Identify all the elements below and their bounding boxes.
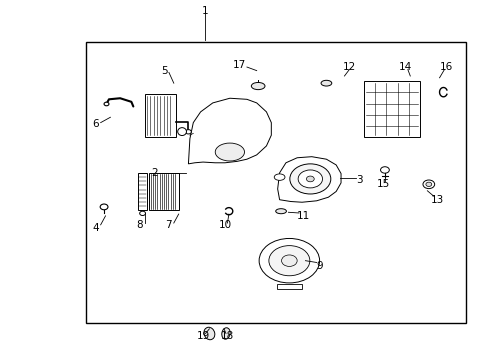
Text: 7: 7 [165, 220, 172, 230]
Circle shape [259, 238, 319, 283]
Polygon shape [188, 98, 271, 164]
Ellipse shape [215, 143, 244, 161]
Bar [277, 284, 301, 289]
Circle shape [425, 182, 431, 186]
Text: 10: 10 [218, 220, 231, 230]
Text: 14: 14 [398, 62, 411, 72]
Circle shape [185, 130, 191, 134]
Text: 8: 8 [136, 220, 142, 230]
Circle shape [140, 211, 145, 216]
Circle shape [380, 167, 388, 173]
Ellipse shape [275, 209, 286, 214]
Text: 17: 17 [232, 60, 246, 70]
Circle shape [281, 255, 297, 266]
Ellipse shape [321, 80, 331, 86]
Circle shape [422, 180, 434, 189]
Text: 4: 4 [92, 224, 99, 233]
Polygon shape [277, 157, 340, 202]
Circle shape [306, 176, 314, 182]
Ellipse shape [251, 82, 264, 90]
Text: 16: 16 [439, 62, 452, 72]
Bar [86, 42, 466, 323]
Circle shape [289, 164, 330, 194]
Circle shape [100, 204, 108, 210]
Text: 6: 6 [92, 120, 99, 129]
Text: 18: 18 [221, 331, 234, 341]
Ellipse shape [203, 327, 214, 340]
Ellipse shape [274, 174, 285, 180]
Text: 2: 2 [151, 168, 157, 178]
Text: 1: 1 [202, 6, 208, 17]
Bar [149, 173, 178, 211]
Text: 19: 19 [196, 331, 209, 341]
Text: 9: 9 [316, 261, 323, 271]
Ellipse shape [177, 128, 186, 135]
Circle shape [298, 170, 322, 188]
Circle shape [104, 102, 109, 106]
Text: 15: 15 [376, 179, 389, 189]
Text: 11: 11 [296, 211, 309, 221]
Circle shape [268, 246, 309, 276]
Bar [363, 81, 419, 137]
Ellipse shape [222, 328, 230, 339]
Bar [144, 94, 176, 137]
Bar [138, 173, 147, 211]
Text: 13: 13 [429, 195, 443, 205]
Text: 12: 12 [342, 62, 355, 72]
Text: 3: 3 [355, 175, 362, 185]
Text: 5: 5 [161, 66, 167, 76]
